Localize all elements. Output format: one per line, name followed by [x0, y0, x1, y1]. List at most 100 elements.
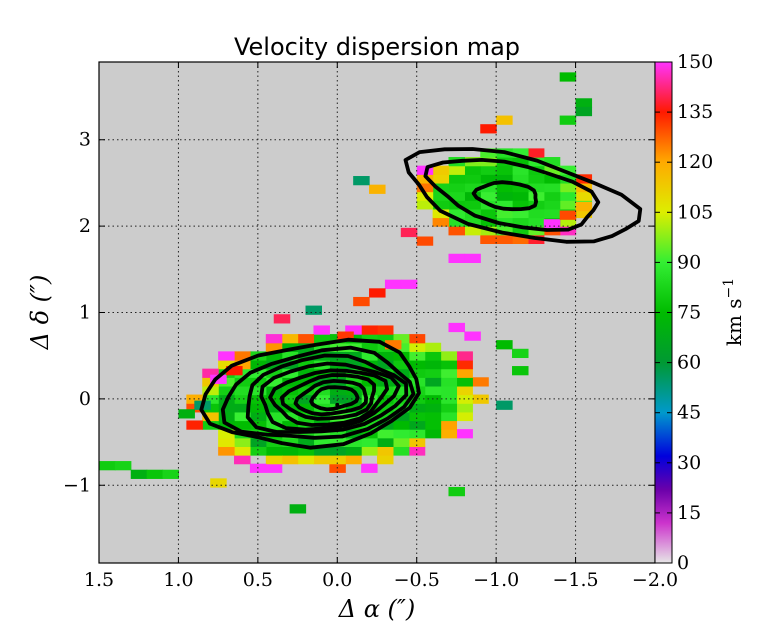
dispersion-pixel	[440, 411, 458, 422]
dispersion-pixel	[464, 191, 481, 201]
dispersion-pixel	[559, 182, 577, 193]
dispersion-pixel	[353, 296, 370, 307]
dispersion-pixel	[202, 394, 219, 404]
dispersion-pixel	[575, 98, 593, 108]
dispersion-pixel	[527, 182, 545, 193]
flux-contour	[245, 353, 409, 434]
dispersion-pixel	[432, 208, 450, 219]
dispersion-pixel	[416, 174, 434, 184]
dispersion-pixel	[369, 184, 386, 194]
dispersion-pixel	[575, 201, 593, 212]
dispersion-pixel	[456, 411, 473, 422]
colorbar-label: km s−1	[721, 278, 746, 346]
dispersion-pixel	[297, 446, 315, 456]
dispersion-pixel	[559, 191, 577, 201]
dispersion-pixel	[273, 314, 291, 324]
y-tick-label: 2	[79, 215, 91, 237]
colorbar-ticks: 0 15 30 45 60 75 90 105 120 135 150	[655, 51, 713, 574]
dispersion-pixel	[249, 446, 267, 456]
dispersion-pixel	[480, 217, 497, 227]
dispersion-pixel	[234, 360, 251, 370]
dispersion-pixel	[329, 437, 346, 447]
dispersion-pixel	[392, 385, 410, 396]
dispersion-pixel	[162, 469, 180, 479]
dispersion-pixel	[400, 227, 418, 238]
y-tick-label: 1	[79, 302, 91, 324]
dispersion-pixel	[424, 420, 442, 430]
dispersion-pixel	[496, 165, 513, 175]
dispersion-pixel	[496, 174, 513, 184]
dispersion-pixel	[345, 455, 362, 465]
dispersion-pixel	[377, 429, 394, 439]
dispersion-pixel	[345, 394, 362, 404]
dispersion-pixel	[448, 165, 465, 175]
dispersion-pixel	[265, 455, 283, 465]
dispersion-pixel	[234, 446, 251, 456]
flux-contour	[199, 337, 421, 450]
dispersion-pixel	[472, 377, 489, 387]
dispersion-pixel	[313, 411, 330, 422]
dispersion-pixel	[377, 394, 394, 404]
flux-contours	[199, 147, 643, 450]
dispersion-pixel	[480, 148, 497, 158]
dispersion-pixel	[130, 469, 148, 479]
colorbar-tick-label: 90	[677, 251, 701, 273]
dispersion-pixel	[440, 403, 458, 413]
dispersion-pixel	[297, 437, 315, 447]
dispersion-pixel	[361, 446, 378, 456]
y-tick-label: 0	[79, 388, 91, 410]
dispersion-pixel	[448, 217, 465, 227]
dispersion-pixel	[543, 191, 561, 201]
dispersion-pixel	[281, 420, 299, 430]
colorbar-tick-label: 30	[677, 452, 701, 474]
colorbar-tick-label: 0	[677, 552, 689, 574]
dispersion-pixel	[392, 360, 410, 370]
dispersion-pixel	[512, 208, 529, 219]
dispersion-pixel	[361, 437, 378, 447]
dispersion-pixel	[512, 157, 529, 167]
dispersion-pixel	[464, 182, 481, 193]
dispersion-pixel	[512, 226, 529, 236]
dispersion-pixel	[265, 377, 283, 387]
flux-contour	[259, 361, 401, 432]
dispersion-pixel	[281, 437, 299, 447]
dispersion-pixel	[408, 411, 426, 422]
dispersion-pixel	[432, 174, 450, 184]
dispersion-pixel	[345, 446, 362, 456]
dispersion-pixel	[297, 334, 315, 344]
x-tick-label: 1.0	[163, 569, 193, 591]
dispersion-pixel	[543, 165, 561, 175]
dispersion-pixel	[432, 182, 450, 193]
dispersion-pixel	[265, 411, 283, 422]
dispersion-pixel	[432, 217, 450, 227]
dispersion-pixel	[464, 331, 481, 341]
plot-background	[99, 62, 655, 563]
dispersion-pixel	[329, 455, 346, 465]
dispersion-pixel	[313, 437, 330, 447]
dispersion-pixel	[448, 322, 465, 333]
dispersion-pixel	[424, 342, 442, 352]
dispersion-pixel	[440, 394, 458, 404]
dispersion-pixel	[408, 420, 426, 430]
x-tick-label: −1.5	[553, 569, 599, 591]
x-tick-label: 0.5	[243, 569, 273, 591]
dispersion-pixel	[512, 200, 529, 210]
dispersion-pixel	[456, 403, 473, 413]
dispersion-pixel	[249, 394, 267, 404]
dispersion-pixel	[448, 253, 465, 263]
dispersion-pixel	[440, 377, 458, 387]
dispersion-pixel	[313, 446, 330, 456]
dispersion-pixel	[456, 385, 473, 396]
dispersion-pixel	[234, 437, 251, 447]
dispersion-pixel	[496, 217, 513, 227]
dispersion-pixel	[480, 174, 497, 184]
dispersion-pixel	[512, 217, 529, 227]
dispersion-pixel	[512, 165, 529, 175]
dispersion-pixel	[496, 191, 513, 201]
dispersion-pixel	[543, 174, 561, 184]
dispersion-pixel	[281, 334, 299, 344]
dispersion-pixel	[329, 429, 346, 439]
dispersion-pixel	[265, 342, 283, 352]
dispersion-pixel	[472, 394, 489, 404]
dispersion-pixel	[543, 219, 561, 229]
